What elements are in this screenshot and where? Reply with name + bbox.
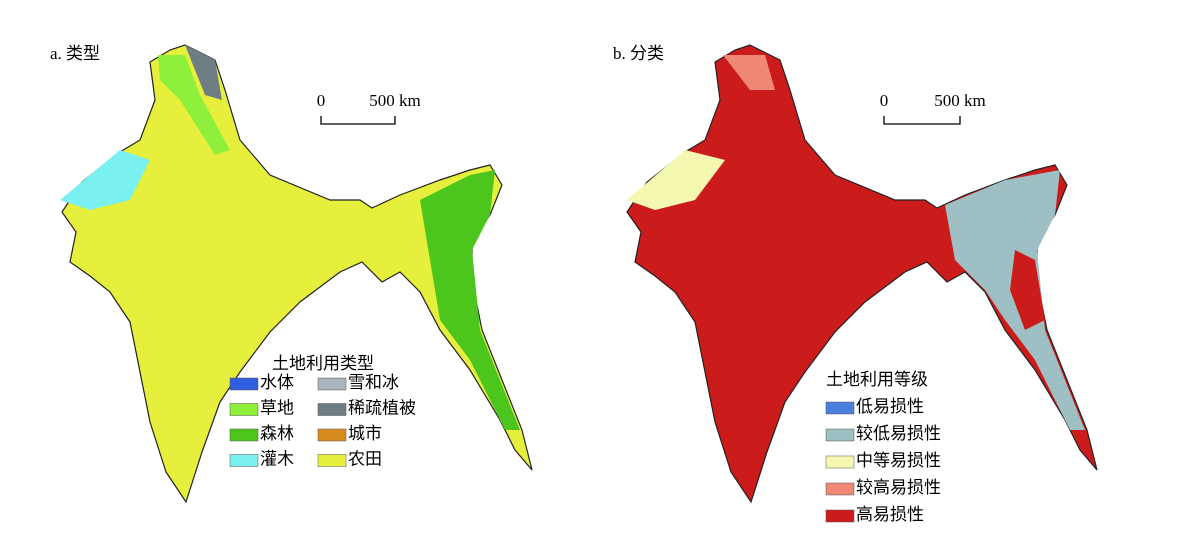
legend-label: 森林: [260, 424, 294, 443]
legend-swatch: [825, 509, 855, 523]
panel-label: a. 类型: [50, 44, 100, 63]
scale-bar: [320, 116, 396, 125]
legend-label: 草地: [260, 398, 294, 417]
legend-swatch: [229, 454, 259, 467]
legend-swatch: [229, 403, 259, 416]
legend-swatch: [229, 428, 259, 442]
scale-label: 0: [880, 91, 889, 110]
scale-label: 500 km: [934, 91, 985, 110]
legend-swatch: [229, 377, 259, 391]
legend-label: 较低易损性: [856, 424, 941, 443]
legend-label: 中等易损性: [856, 451, 941, 470]
legend-title: 土地利用类型: [272, 354, 374, 373]
legend-swatch: [317, 428, 347, 442]
legend-label: 农田: [348, 449, 382, 468]
scale-bar: [883, 116, 961, 125]
legend-swatch: [317, 377, 347, 391]
legend-label: 水体: [260, 373, 294, 392]
legend-label: 高易损性: [856, 505, 924, 524]
legend-swatch: [317, 403, 347, 416]
legend-swatch: [317, 454, 347, 467]
scale-label: 0: [317, 91, 326, 110]
legend-label: 城市: [348, 424, 382, 443]
legend-label: 灌木: [260, 449, 294, 468]
legend-label: 低易损性: [856, 397, 924, 416]
scale-label: 500 km: [369, 91, 420, 110]
map-a: [60, 44, 533, 503]
map-b: [626, 44, 1098, 503]
legend-label: 稀疏植被: [348, 398, 416, 417]
legend-swatch: [825, 428, 855, 442]
legend-swatch: [825, 482, 855, 496]
legend-title: 土地利用等级: [826, 370, 928, 389]
legend-label: 较高易损性: [856, 478, 941, 497]
panel-label: b. 分类: [613, 44, 664, 63]
legend-swatch: [825, 455, 855, 469]
legend-swatch: [825, 401, 855, 415]
legend-label: 雪和冰: [348, 373, 399, 392]
